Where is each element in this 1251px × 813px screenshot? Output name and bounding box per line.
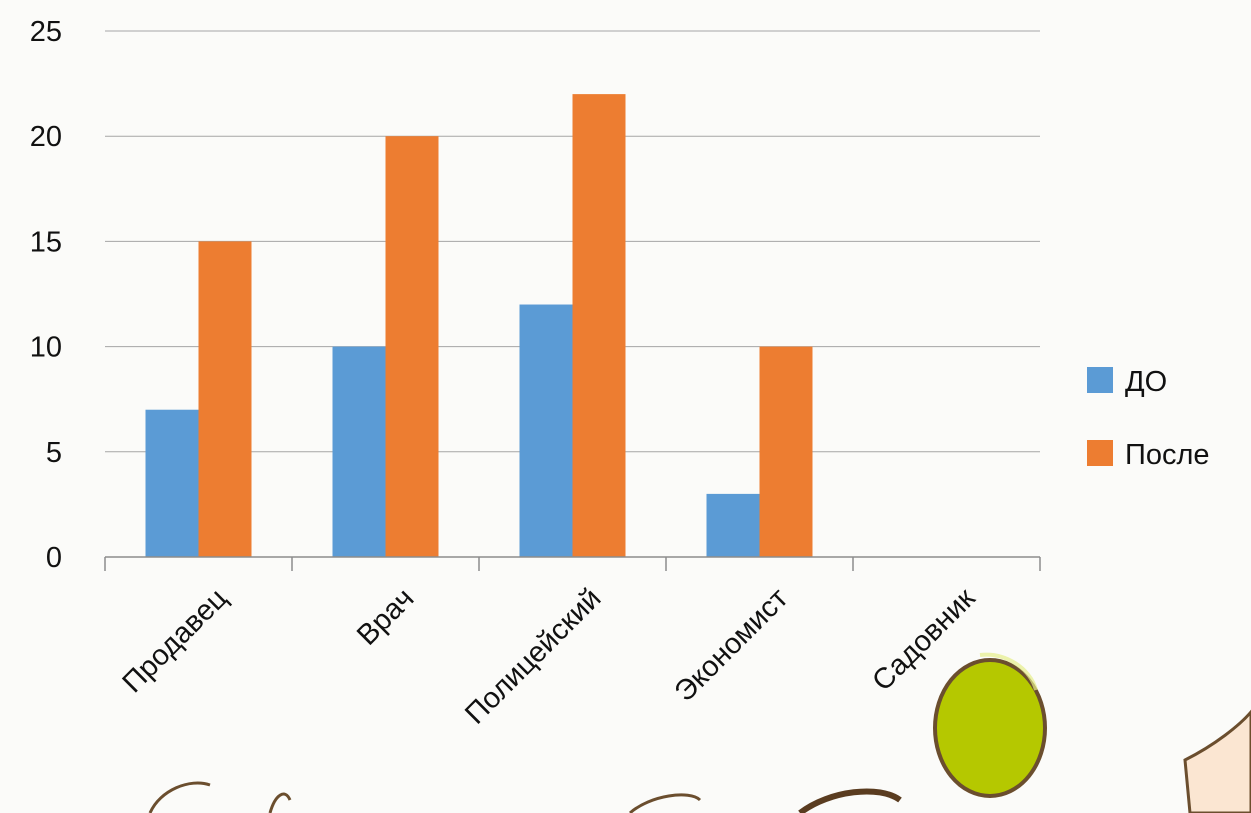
- y-tick-label: 0: [46, 542, 62, 574]
- x-category-label: Экономист: [669, 582, 795, 708]
- bars: [145, 94, 813, 558]
- legend-swatch: [1087, 440, 1113, 466]
- bar-posle: [198, 241, 252, 557]
- legend-label: После: [1125, 439, 1210, 471]
- legend-label: ДО: [1125, 366, 1167, 398]
- balloon-icon: [933, 658, 1047, 798]
- x-axis: [104, 556, 1041, 571]
- y-tick-label: 25: [30, 16, 62, 48]
- x-category-label: Продавец: [117, 582, 234, 699]
- bar-posle: [759, 346, 813, 557]
- x-category-label: Врач: [351, 582, 420, 651]
- bar-posle: [385, 136, 439, 557]
- bar-do: [706, 493, 760, 557]
- decor-stroke-left-2: [268, 792, 292, 813]
- bar-do: [332, 346, 386, 557]
- x-axis-labels: Продавец Врач Полицейский Экономист Садовник: [117, 582, 982, 730]
- decor-stroke-left: [148, 781, 211, 813]
- decor-figure-right: [1183, 709, 1251, 813]
- y-tick-label: 15: [30, 226, 62, 258]
- bar-do: [519, 304, 573, 557]
- y-axis-ticks: 0 5 10 15 20 25: [30, 16, 62, 574]
- balloon-highlight: [979, 652, 1038, 691]
- bar-posle: [572, 94, 626, 558]
- decor-stroke-mid-2: [798, 788, 902, 813]
- y-tick-label: 20: [30, 121, 62, 153]
- y-tick-label: 10: [30, 332, 62, 364]
- legend-swatch: [1087, 367, 1113, 393]
- bar-do: [145, 409, 199, 557]
- x-category-label: Полицейский: [459, 582, 607, 730]
- legend: ДО После: [1087, 366, 1210, 471]
- y-tick-label: 5: [46, 437, 62, 469]
- decor-stroke-mid: [628, 793, 702, 813]
